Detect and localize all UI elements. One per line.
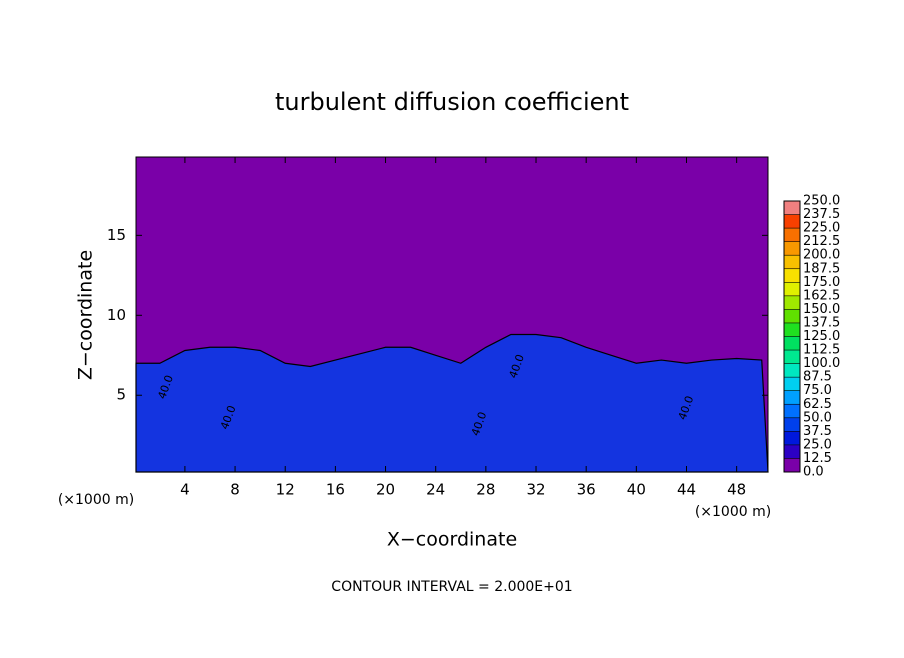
x-tick-label: 20	[376, 481, 395, 499]
colorbar-label: 100.0	[803, 356, 840, 371]
x-unit: (×1000 m)	[58, 492, 134, 508]
y-tick-label: 5	[116, 386, 126, 404]
colorbar-label: 137.5	[803, 315, 840, 330]
colorbar-band	[784, 417, 800, 432]
y-tick-label: 10	[107, 306, 126, 324]
colorbar-band	[784, 444, 800, 459]
x-tick-label: 12	[276, 481, 295, 499]
x-unit: (×1000 m)	[695, 504, 771, 520]
colorbar-label: 75.0	[803, 383, 832, 398]
colorbar-band	[784, 201, 800, 215]
colorbar-band	[784, 268, 800, 283]
turbulent-layer	[135, 333, 769, 473]
x-tick-label: 48	[727, 481, 746, 499]
colorbar-band	[784, 282, 800, 296]
colorbar-label: 162.5	[803, 288, 840, 303]
colorbar-band	[784, 390, 800, 405]
colorbar-band	[784, 350, 800, 364]
colorbar-band	[784, 255, 800, 269]
x-tick-label: 36	[577, 481, 596, 499]
footer: CONTOUR INTERVAL = 2.000E+01	[331, 579, 572, 595]
colorbar-label: 250.0	[803, 194, 840, 209]
x-tick-label: 8	[230, 481, 240, 499]
colorbar-band	[784, 458, 800, 472]
colorbar-label: 37.5	[803, 424, 832, 439]
colorbar-band	[784, 431, 800, 445]
colorbar-label: 237.5	[803, 207, 840, 222]
colorbar-label: 12.5	[803, 451, 832, 466]
colorbar-band	[784, 309, 800, 323]
colorbar-band	[784, 404, 800, 418]
colorbar-band	[784, 363, 800, 378]
x-tick-label: 28	[476, 481, 495, 499]
x-tick-label: 40	[627, 481, 646, 499]
colorbar-label: 62.5	[803, 397, 832, 412]
colorbar-label: 150.0	[803, 302, 840, 317]
colorbar-label: 125.0	[803, 329, 840, 344]
colorbar-band	[784, 214, 800, 229]
y-tick-label: 15	[107, 226, 126, 244]
x-tick-label: 44	[677, 481, 696, 499]
colorbar-label: 225.0	[803, 221, 840, 236]
colorbar-label: 212.5	[803, 234, 840, 249]
colorbar-label: 200.0	[803, 248, 840, 263]
x-tick-label: 16	[326, 481, 345, 499]
x-tick-label: 32	[526, 481, 545, 499]
colorbar-label: 0.0	[803, 465, 824, 480]
y-axis-label: Z−coordinate	[75, 250, 97, 380]
colorbar-band	[784, 228, 800, 242]
colorbar-label: 175.0	[803, 275, 840, 290]
colorbar-band	[784, 241, 800, 256]
plot-frame	[135, 156, 769, 473]
colorbar-label: 187.5	[803, 261, 840, 276]
x-tick-label: 24	[426, 481, 445, 499]
x-axis-label: X−coordinate	[387, 529, 517, 551]
x-tick-label: 4	[180, 481, 190, 499]
colorbar-band	[784, 322, 800, 337]
colorbar-label: 25.0	[803, 437, 832, 452]
colorbar-band	[784, 336, 800, 351]
chart-title: turbulent diffusion coefficient	[275, 88, 629, 116]
colorbar-band	[784, 295, 800, 310]
colorbar-label: 112.5	[803, 343, 840, 358]
colorbar-label: 87.5	[803, 370, 832, 385]
colorbar-label: 50.0	[803, 410, 832, 425]
colorbar-band	[784, 377, 800, 391]
